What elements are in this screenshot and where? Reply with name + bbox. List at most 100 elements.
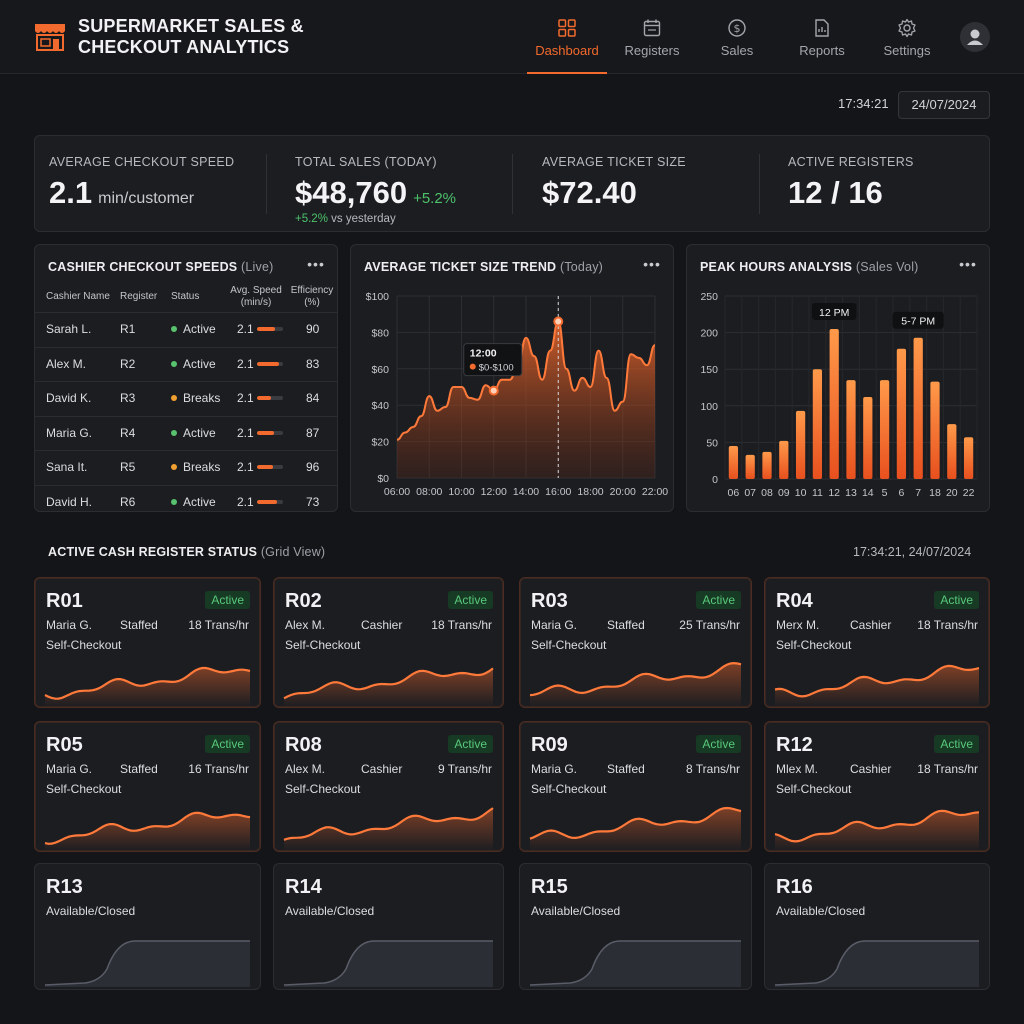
svg-text:$: $ xyxy=(734,22,741,35)
register-sparkline xyxy=(774,809,980,851)
x-tick-label: 22:00 xyxy=(642,486,668,498)
speed-bar-fill xyxy=(257,430,274,435)
status-dot xyxy=(171,498,177,505)
x-tick-label: 11 xyxy=(812,487,823,499)
register-sparkline xyxy=(44,811,251,851)
table-row[interactable]: Sarah L. R1 Active 2.1 90 xyxy=(35,312,337,346)
register-card-r14[interactable]: R14 Available/Closed xyxy=(273,863,504,990)
x-tick-label: 12 xyxy=(828,487,840,499)
y-tick-label: 250 xyxy=(700,291,718,303)
more-options-button[interactable]: ••• xyxy=(643,256,661,272)
more-options-button[interactable]: ••• xyxy=(307,256,325,272)
x-tick-label: 6 xyxy=(898,487,904,499)
register-rate: 25 Trans/hr xyxy=(679,618,740,632)
user-avatar[interactable] xyxy=(960,22,990,52)
x-tick-label: 08 xyxy=(761,487,773,499)
register-type: Self-Checkout xyxy=(776,782,852,796)
nav-settings[interactable]: Settings xyxy=(867,16,947,74)
column-header-speed: Avg. Speed (min/s) xyxy=(230,285,282,309)
y-tick-label: $60 xyxy=(371,364,389,376)
register-sparkline xyxy=(529,806,742,851)
register-sparkline xyxy=(283,807,494,851)
sparkline-area xyxy=(775,941,979,987)
register-rate: 8 Trans/hr xyxy=(685,762,740,776)
sparkline-line xyxy=(44,811,251,845)
register-card-r09[interactable]: R09 Active Maria G. Staffed 8 Trans/hr Self-C… xyxy=(519,721,752,852)
kpi-number: 2.1 xyxy=(49,175,93,210)
register-card-r02[interactable]: R02 Active Alex M. Cashier 18 Trans/hr Self-C… xyxy=(273,577,504,708)
table-row[interactable]: David K. R3 Breaks 2.1 84 xyxy=(35,381,337,415)
nav-sales[interactable]: $ Sales xyxy=(697,16,777,74)
status-label: Active xyxy=(183,494,216,509)
register-card-r08[interactable]: R08 Active Alex M. Cashier 9 Trans/hr Self-Ch… xyxy=(273,721,504,852)
register-card-r01[interactable]: R01 Active Maria G. Staffed 18 Trans/hr Self-… xyxy=(34,577,261,708)
kpi-sub-delta: +5.2% xyxy=(295,213,328,225)
register-cashier: Merx M. xyxy=(776,618,820,632)
more-options-button[interactable]: ••• xyxy=(959,256,977,272)
tooltip-box xyxy=(463,343,523,377)
register-type: Self-Checkout xyxy=(531,638,607,652)
table-row[interactable]: David H. R6 Active 2.1 73 xyxy=(35,484,337,519)
kpi-unit: min/customer xyxy=(98,190,195,207)
register-mode: Cashier xyxy=(850,618,892,632)
efficiency-value: 73 xyxy=(306,494,320,509)
x-tick-label: 06:00 xyxy=(384,486,410,498)
x-tick-label: 16:00 xyxy=(545,486,571,498)
register-card-r13[interactable]: R13 Available/Closed xyxy=(34,863,261,990)
register-id: R4 xyxy=(120,425,136,440)
register-sparkline xyxy=(529,940,741,987)
register-mode: Staffed xyxy=(607,618,645,632)
column-header-efficiency-line1: Efficiency xyxy=(290,285,334,296)
register-mode: Staffed xyxy=(120,618,158,632)
sparkline-line xyxy=(774,809,980,843)
y-tick-label: 150 xyxy=(700,364,718,376)
bar-14 xyxy=(863,397,873,479)
speed-bar-fill xyxy=(257,396,272,400)
kpi-label: ACTIVE REGISTERS xyxy=(788,155,914,169)
register-section-timestamp: 17:34:21, 24/07/2024 xyxy=(853,545,972,559)
register-id: R2 xyxy=(120,356,136,371)
register-rate: 18 Trans/hr xyxy=(917,618,978,632)
nav-registers[interactable]: Registers xyxy=(612,16,692,74)
register-card-r04[interactable]: R04 Active Merx M. Cashier 18 Trans/hr Self-C… xyxy=(764,577,990,708)
register-card-r05[interactable]: R05 Active Maria G. Staffed 16 Trans/hr Self-… xyxy=(34,721,261,852)
register-card-r12[interactable]: R12 Active Mlex M. Cashier 18 Trans/hr Self-C… xyxy=(764,721,990,852)
register-id: R13 xyxy=(46,876,83,898)
bar-13 xyxy=(846,380,856,479)
annotation-box xyxy=(892,311,944,329)
register-id: R3 xyxy=(120,391,136,405)
table-row[interactable]: Maria G. R4 Active 2.1 87 xyxy=(35,415,337,450)
y-tick-label: $0 xyxy=(377,473,389,485)
card-title: AVERAGE TICKET SIZE TREND (Today) xyxy=(364,260,603,274)
register-mode: Cashier xyxy=(850,762,892,776)
speed-bar-fill xyxy=(257,465,273,469)
status-dot xyxy=(171,326,177,332)
kpi-sub-label: vs yesterday xyxy=(331,213,396,225)
table-row[interactable]: Sana It. R5 Breaks 2.1 96 xyxy=(35,450,337,484)
register-card-r15[interactable]: R15 Available/Closed xyxy=(519,863,752,990)
register-mode: Cashier xyxy=(361,762,403,776)
register-card-r16[interactable]: R16 Available/Closed xyxy=(764,863,990,990)
x-tick-label: 18 xyxy=(929,487,941,499)
nav-reports[interactable]: Reports xyxy=(782,16,862,74)
speed-bar-fill xyxy=(257,499,277,504)
register-id: R6 xyxy=(120,494,136,509)
table-row[interactable]: Alex M. R2 Active 2.1 83 xyxy=(35,346,337,381)
register-rate: 18 Trans/hr xyxy=(917,762,978,776)
register-card-r03[interactable]: R03 Active Maria G. Staffed 25 Trans/hr Self-… xyxy=(519,577,752,708)
x-tick-label: 13 xyxy=(845,487,857,499)
bar-22 xyxy=(963,437,974,479)
sparkline-area xyxy=(45,668,250,707)
nav-dashboard[interactable]: Dashboard xyxy=(527,16,607,74)
section-title-text: ACTIVE CASH REGISTER STATUS xyxy=(48,545,258,559)
nav-sales-label: Sales xyxy=(720,43,754,58)
avg-speed: 2.1 xyxy=(237,460,254,474)
register-sparkline xyxy=(774,664,980,707)
register-type: Self-Checkout xyxy=(285,782,361,796)
kpi-label: TOTAL SALES (TODAY) xyxy=(295,155,437,169)
efficiency-value: 84 xyxy=(306,391,320,405)
speed-bar xyxy=(257,396,283,400)
register-id: R5 xyxy=(120,460,136,474)
date-picker[interactable]: 24/07/2024 xyxy=(898,91,990,119)
register-id: R03 xyxy=(531,590,568,612)
